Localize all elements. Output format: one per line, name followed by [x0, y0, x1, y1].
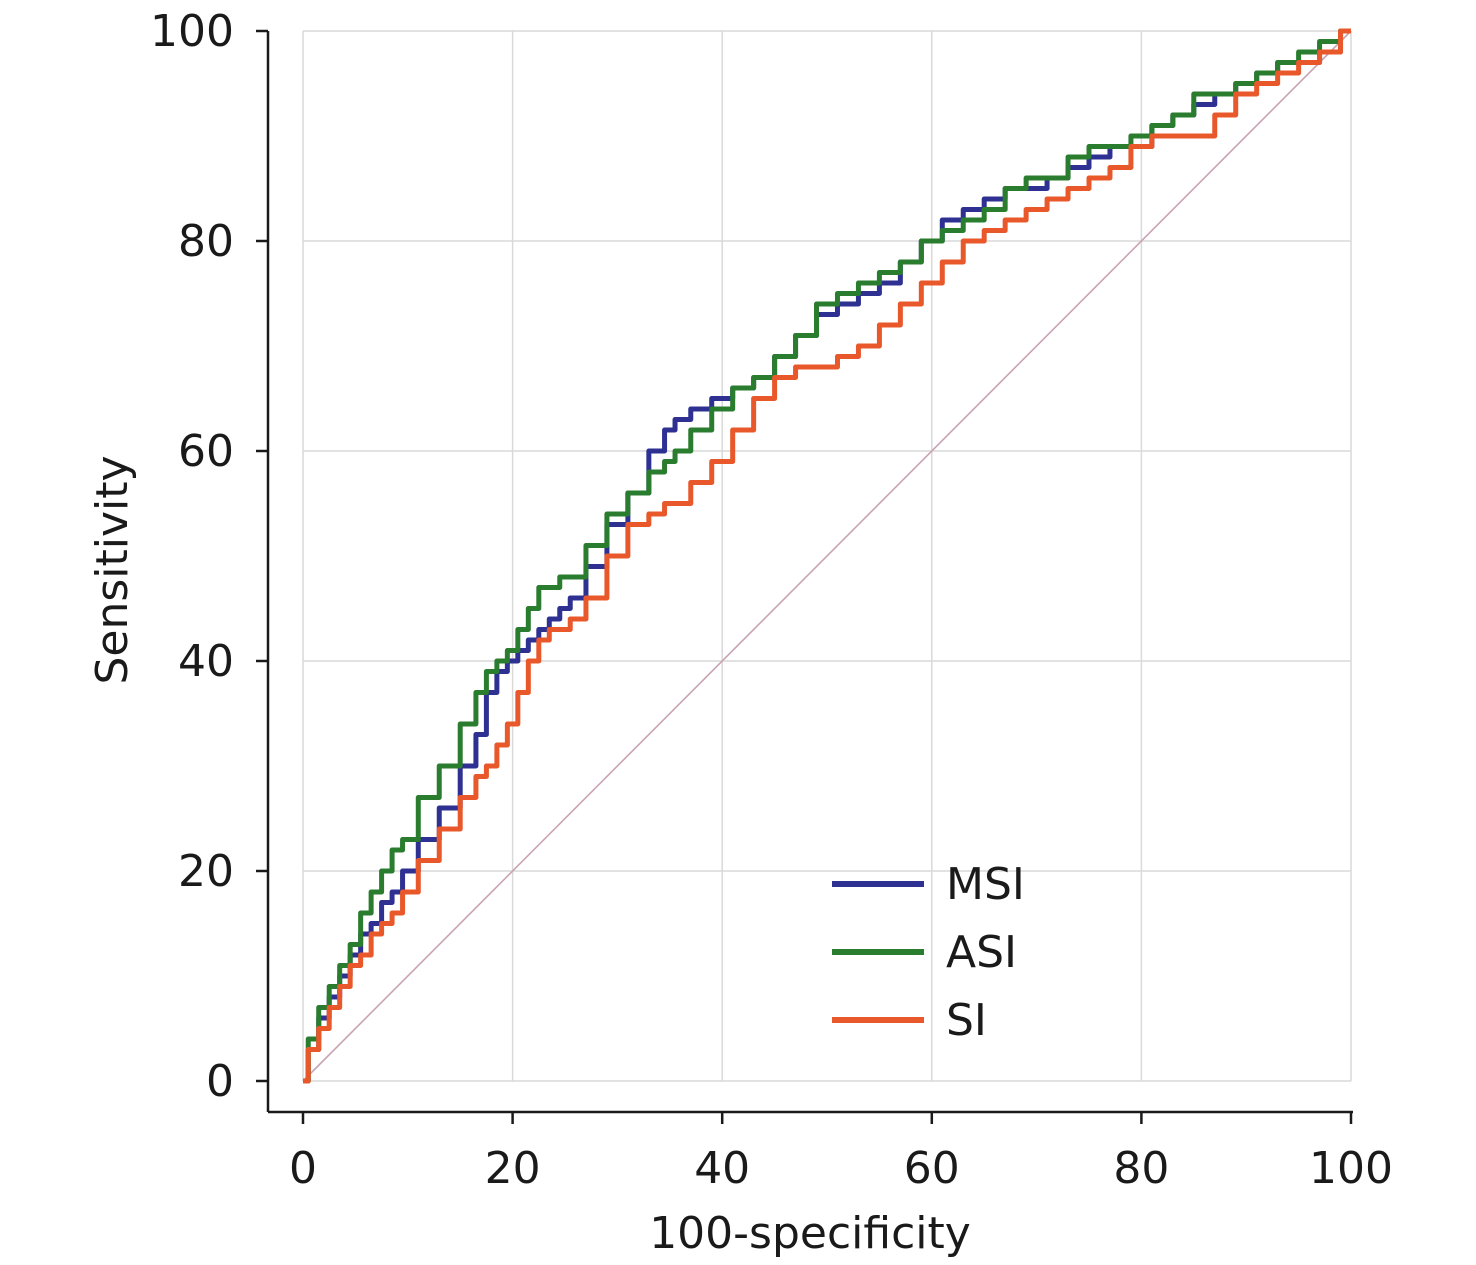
grid-lines — [302, 30, 1352, 1082]
y-tick-label: 80 — [178, 216, 234, 267]
series-line-si — [303, 28, 1351, 1084]
x-tick-label: 0 — [289, 1143, 317, 1194]
y-tick-label: 0 — [206, 1056, 234, 1107]
y-axis-title: Sensitivity — [87, 455, 138, 684]
y-tick-label: 60 — [178, 426, 234, 477]
x-axis-title: 100-specificity — [649, 1208, 971, 1259]
x-tick-label: 80 — [1113, 1143, 1169, 1194]
series-line-asi — [303, 28, 1351, 1084]
x-tick-label: 40 — [694, 1143, 750, 1194]
y-tick-label: 100 — [150, 6, 234, 57]
y-tick-label: 20 — [178, 846, 234, 897]
x-tick-label: 100 — [1309, 1143, 1393, 1194]
legend-label-msi: MSI — [946, 859, 1025, 910]
legend-label-si: SI — [946, 995, 987, 1046]
x-tick-label: 20 — [485, 1143, 541, 1194]
y-tick-label: 40 — [178, 636, 234, 687]
legend-label-asi: ASI — [946, 927, 1017, 978]
axes — [256, 29, 1353, 1124]
tick-labels: 0 20 40 60 80 100 0 20 40 60 80 100 — [150, 6, 1393, 1194]
legend: MSI ASI SI — [832, 859, 1025, 1046]
series-layer — [303, 28, 1351, 1084]
reference-diagonal-line — [302, 30, 1352, 1082]
x-tick-label: 60 — [904, 1143, 960, 1194]
